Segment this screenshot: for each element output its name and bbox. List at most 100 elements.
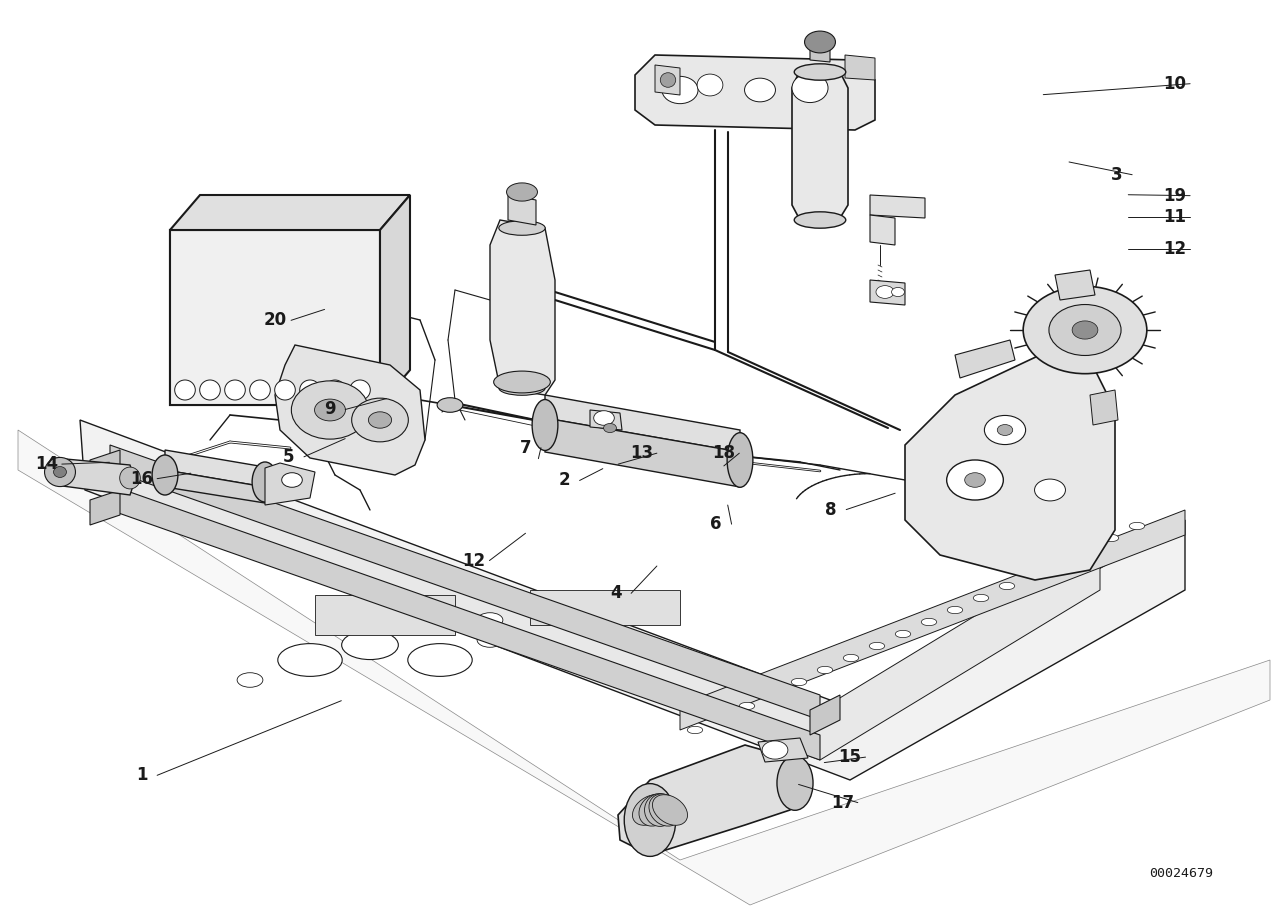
Ellipse shape (352, 399, 408, 442)
Ellipse shape (777, 755, 813, 810)
Text: 19: 19 (1163, 187, 1186, 205)
Ellipse shape (1034, 479, 1065, 501)
Text: 6: 6 (711, 515, 721, 533)
Ellipse shape (999, 582, 1015, 590)
Text: 12: 12 (462, 551, 486, 570)
Polygon shape (545, 418, 741, 487)
Ellipse shape (120, 467, 140, 489)
Polygon shape (130, 455, 1100, 760)
Ellipse shape (947, 460, 1003, 500)
Polygon shape (869, 280, 905, 305)
Text: 9: 9 (323, 400, 336, 419)
Ellipse shape (368, 412, 392, 429)
Ellipse shape (765, 691, 781, 698)
Ellipse shape (805, 31, 836, 53)
Ellipse shape (341, 631, 398, 660)
Polygon shape (618, 745, 795, 855)
Text: 13: 13 (630, 444, 653, 462)
Ellipse shape (795, 212, 846, 228)
Text: 15: 15 (838, 748, 862, 766)
Polygon shape (170, 230, 380, 405)
Ellipse shape (250, 380, 270, 400)
Polygon shape (845, 55, 875, 80)
Ellipse shape (974, 594, 989, 602)
Text: 2: 2 (558, 471, 571, 490)
Polygon shape (165, 450, 265, 487)
Polygon shape (18, 430, 1270, 905)
Ellipse shape (54, 467, 67, 478)
Text: 20: 20 (264, 311, 287, 329)
Ellipse shape (224, 380, 245, 400)
Ellipse shape (325, 380, 345, 400)
Ellipse shape (792, 74, 828, 103)
Polygon shape (90, 490, 120, 525)
Polygon shape (954, 340, 1015, 378)
Text: 10: 10 (1163, 75, 1186, 93)
Text: 5: 5 (283, 448, 294, 466)
Ellipse shape (661, 73, 676, 87)
Polygon shape (1055, 270, 1095, 300)
Ellipse shape (728, 432, 753, 487)
Ellipse shape (437, 398, 462, 412)
Ellipse shape (498, 380, 545, 395)
Ellipse shape (697, 74, 723, 96)
Polygon shape (109, 485, 820, 760)
Ellipse shape (278, 643, 343, 676)
Ellipse shape (594, 410, 614, 425)
Ellipse shape (300, 380, 321, 400)
Ellipse shape (869, 642, 885, 650)
Ellipse shape (921, 619, 936, 626)
Ellipse shape (1130, 522, 1145, 530)
Text: 8: 8 (826, 501, 836, 519)
Polygon shape (590, 410, 622, 430)
Ellipse shape (282, 472, 303, 487)
Text: 7: 7 (519, 439, 532, 457)
Ellipse shape (744, 78, 775, 102)
Polygon shape (165, 470, 265, 503)
Ellipse shape (818, 666, 833, 673)
Ellipse shape (45, 458, 76, 487)
Polygon shape (507, 195, 536, 225)
Polygon shape (489, 220, 555, 395)
Polygon shape (680, 510, 1185, 730)
Ellipse shape (947, 606, 962, 613)
Polygon shape (759, 738, 808, 762)
Polygon shape (810, 46, 829, 62)
Polygon shape (276, 345, 425, 475)
Ellipse shape (662, 76, 698, 104)
Ellipse shape (291, 381, 368, 440)
Text: 16: 16 (130, 470, 153, 488)
Ellipse shape (498, 221, 545, 236)
Ellipse shape (1104, 534, 1119, 541)
Ellipse shape (252, 462, 278, 502)
Ellipse shape (795, 64, 846, 80)
Ellipse shape (644, 794, 675, 826)
Ellipse shape (895, 631, 911, 638)
Polygon shape (80, 420, 1185, 780)
Bar (170, 230, 380, 405)
Ellipse shape (1048, 305, 1121, 356)
Ellipse shape (632, 794, 667, 825)
Ellipse shape (653, 794, 688, 825)
Ellipse shape (1051, 559, 1066, 566)
Text: 12: 12 (1163, 240, 1186, 258)
Ellipse shape (639, 794, 671, 826)
Ellipse shape (649, 794, 681, 826)
Ellipse shape (493, 371, 550, 393)
Ellipse shape (844, 654, 859, 662)
Text: 4: 4 (609, 584, 622, 602)
Polygon shape (1090, 390, 1118, 425)
Ellipse shape (965, 472, 985, 487)
Polygon shape (90, 450, 120, 485)
Polygon shape (316, 595, 455, 635)
Ellipse shape (152, 455, 178, 495)
Ellipse shape (506, 183, 537, 201)
Polygon shape (380, 195, 410, 405)
Ellipse shape (477, 632, 502, 647)
Text: 18: 18 (712, 444, 735, 462)
Ellipse shape (791, 678, 806, 685)
Ellipse shape (350, 380, 371, 400)
Ellipse shape (604, 423, 617, 432)
Polygon shape (656, 65, 680, 95)
Ellipse shape (739, 703, 755, 710)
